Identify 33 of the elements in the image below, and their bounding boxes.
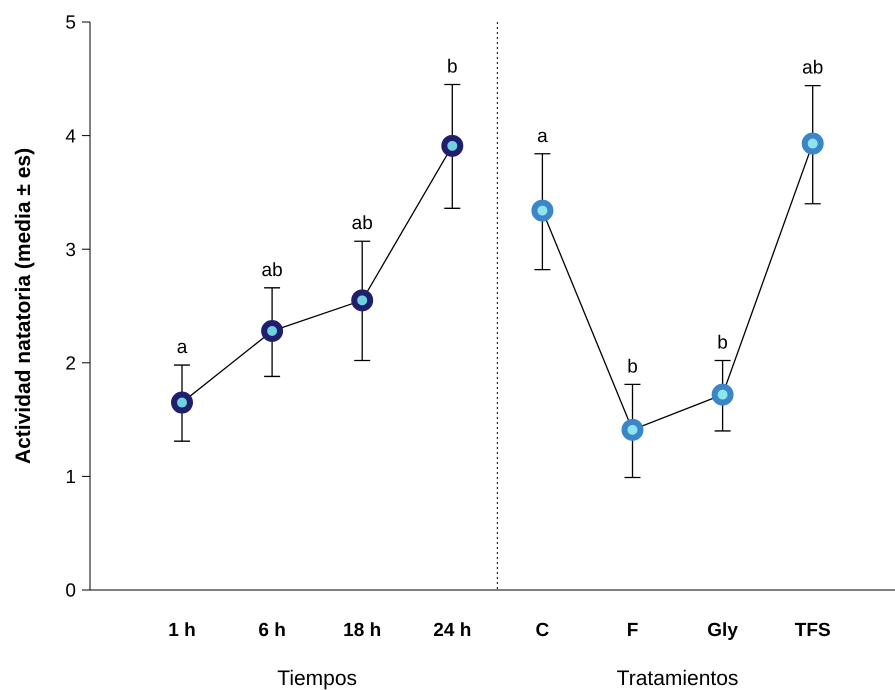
y-axis-title: Actividad natatoria (media ± es) [12,148,35,464]
text: Tiempos [277,667,358,690]
y-tick-label: 2 [65,353,76,374]
x-tick-label: F [626,620,638,641]
annotation: ab [262,260,283,281]
annotation: b [717,332,728,354]
y-tick-label: 3 [65,240,76,261]
point [802,132,824,155]
x-tick-label: TFS [794,620,831,641]
annotation: a [537,126,548,147]
x-tick-label: 6 h [258,620,286,641]
annotation: a [176,337,188,358]
annotation: b [447,56,458,78]
point [712,384,734,406]
point [441,134,464,157]
point [622,418,644,441]
y-tick-label: 1 [65,467,76,488]
x-tick-label: 1 h [168,620,196,641]
x-tick-label: 24 h [433,620,472,641]
y-tick-label: 5 [65,12,76,34]
x-tick-label: C [536,620,550,641]
point [261,320,284,342]
x-tick-label: 18 h [343,620,382,641]
point [351,289,374,312]
annotation: b [627,356,638,378]
point [171,392,193,414]
point [531,200,554,222]
annotation: ab [352,213,373,234]
x-tick-label: Gly [707,620,738,641]
text: Tratamientos [616,667,738,690]
y-tick-label: 4 [65,126,76,148]
y-tick-label: 0 [65,580,76,602]
annotation: ab [802,58,824,79]
